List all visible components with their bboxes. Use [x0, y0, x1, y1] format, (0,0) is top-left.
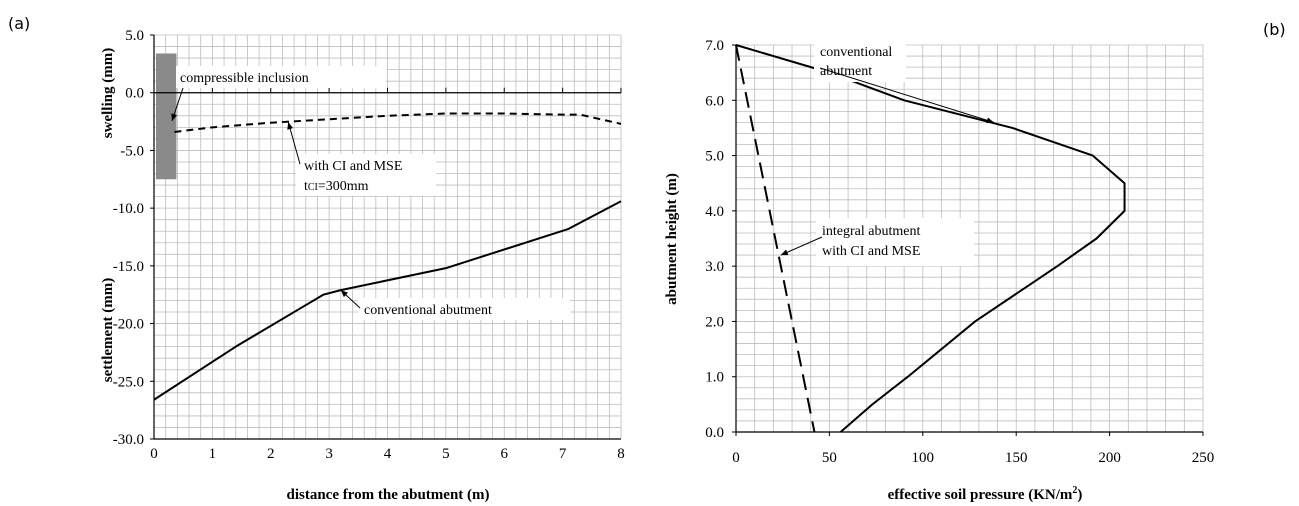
chart-a-y-tick-label: -25.0: [113, 374, 144, 390]
chart-b-y-tick-label: 7.0: [705, 38, 724, 54]
chart-b-leader-integral: [780, 236, 823, 256]
chart-a-annotation-box-3: [358, 298, 570, 320]
chart-a-x-tick-label: 2: [267, 446, 275, 462]
chart-b-y-tick-label: 0.0: [705, 425, 724, 441]
chart-b-y-tick-label: 6.0: [705, 93, 724, 109]
chart-a-annotation-conventional: conventional abutment: [364, 303, 492, 318]
chart-b-annotation-int-1: integral abutment: [822, 224, 920, 239]
chart-b-annotation-conv-2: abutment: [820, 64, 872, 79]
chart-b-annotation-int-2: with CI and MSE: [822, 244, 920, 259]
chart-b-ylabel: abutment height (m): [664, 173, 680, 305]
chart-a-y-tick-label: -15.0: [113, 259, 144, 275]
chart-b-xlabel: effective soil pressure (KN/m2): [888, 485, 1083, 503]
chart-a-y-tick-label: -20.0: [113, 317, 144, 333]
chart-a-x-tick-label: 8: [617, 446, 625, 462]
chart-b-y-tick-label: 5.0: [705, 149, 724, 165]
chart-a-x-tick-label: 5: [442, 446, 450, 462]
chart-a-series-ci-mse: [174, 112, 622, 133]
chart-a-series-conventional: [153, 200, 622, 401]
chart-a-x-tick-label: 3: [325, 446, 333, 462]
chart-b-grid: [735, 44, 1204, 433]
panel-label-a: (a): [8, 14, 31, 33]
chart-b-y-tick-label: 2.0: [705, 314, 724, 330]
chart-a-grid: [153, 34, 622, 440]
chart-b-leader-integral-head: [780, 249, 789, 256]
chart-b-series-integral: [735, 44, 816, 433]
chart-b-annotation-box-2: [816, 218, 974, 266]
chart-b-x-tick-label: 200: [1098, 450, 1121, 466]
chart-a-y-tick-label: 0.0: [125, 86, 144, 102]
chart-a-annotation-ci: compressible inclusion: [180, 71, 309, 86]
chart-a-leader-ci-head: [171, 113, 178, 121]
chart-a-leader-conventional-head: [340, 290, 348, 298]
chart-b-x-tick-label: 50: [822, 450, 837, 466]
chart-a-ylabel-upper: swelling (mm): [100, 48, 116, 138]
chart-a-leader-mse-head: [287, 122, 294, 130]
chart-a-annotation-box: [176, 66, 386, 88]
compressible-inclusion-block: [156, 53, 177, 180]
chart-a-xlabel: distance from the abutment (m): [286, 487, 489, 503]
chart-a-x-tick-label: 1: [209, 446, 217, 462]
chart-b-x-tick-label: 0: [732, 450, 740, 466]
chart-a-x-tick-label: 0: [150, 446, 158, 462]
chart-b-x-tick-label: 150: [1005, 450, 1028, 466]
chart-a-annotation-mse-2: tCI=300mm: [304, 179, 369, 194]
chart-a-y-tick-label: 5.0: [125, 28, 144, 44]
panel-label-b: (b): [1263, 20, 1286, 39]
chart-b-y-tick-label: 1.0: [705, 370, 724, 386]
chart-a-leader-mse: [287, 122, 301, 165]
chart-a-y-tick-label: -10.0: [113, 201, 144, 217]
chart-b-y-tick-label: 4.0: [705, 204, 724, 220]
chart-b-x-tick-label: 100: [912, 450, 935, 466]
chart-b-x-tick-label: 250: [1192, 450, 1215, 466]
chart-a-annotation-mse-1: with CI and MSE: [304, 159, 402, 174]
chart-a-y-tick-label: -30.0: [113, 432, 144, 448]
chart-a-x-tick-label: 7: [559, 446, 567, 462]
chart-b-annotation-box-1: [814, 40, 906, 82]
chart-b-leader-conventional-head: [986, 117, 994, 124]
chart-a-x-tick-label: 4: [384, 446, 392, 462]
chart-b-y-tick-label: 3.0: [705, 259, 724, 275]
chart-a-ylabel-lower: settlement (mm): [100, 278, 116, 383]
chart-a-y-tick-label: -5.0: [120, 143, 144, 159]
chart-a-x-tick-label: 6: [501, 446, 509, 462]
chart-b-annotation-conv-1: conventional: [820, 45, 892, 60]
chart-b-series-conventional: [735, 44, 1126, 433]
chart-a-annotation-box-2: [296, 154, 436, 196]
chart-b-leader-conventional: [819, 67, 994, 123]
